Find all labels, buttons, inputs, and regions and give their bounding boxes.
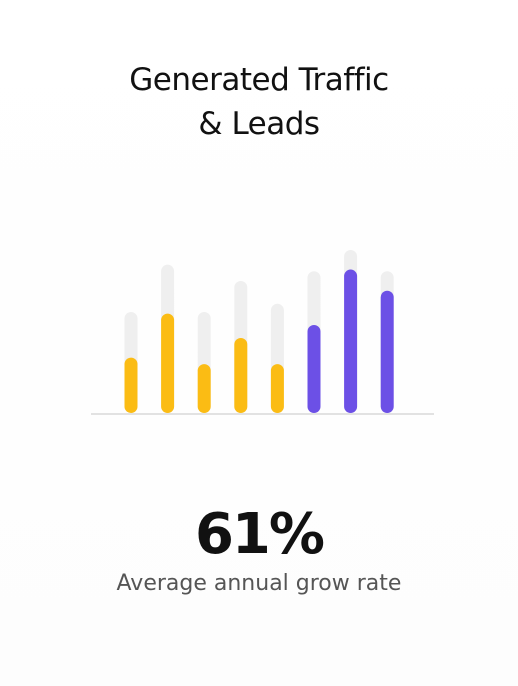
chart-bars — [124, 250, 394, 413]
card-title: Generated Traffic & Leads — [0, 58, 518, 146]
growth-rate-value: 61% — [194, 502, 325, 567]
bar-4 — [234, 338, 248, 413]
bar-3 — [197, 364, 211, 413]
bar-1 — [124, 357, 138, 413]
bar-5 — [270, 364, 284, 413]
bar-7 — [344, 269, 358, 413]
bar-6 — [307, 324, 321, 413]
growth-rate-label: Average annual grow rate — [116, 571, 402, 596]
card-title-line-2: & Leads — [198, 106, 320, 142]
bar-8 — [380, 290, 394, 413]
bar-2 — [161, 313, 175, 413]
card-title-line-1: Generated Traffic — [129, 62, 389, 98]
